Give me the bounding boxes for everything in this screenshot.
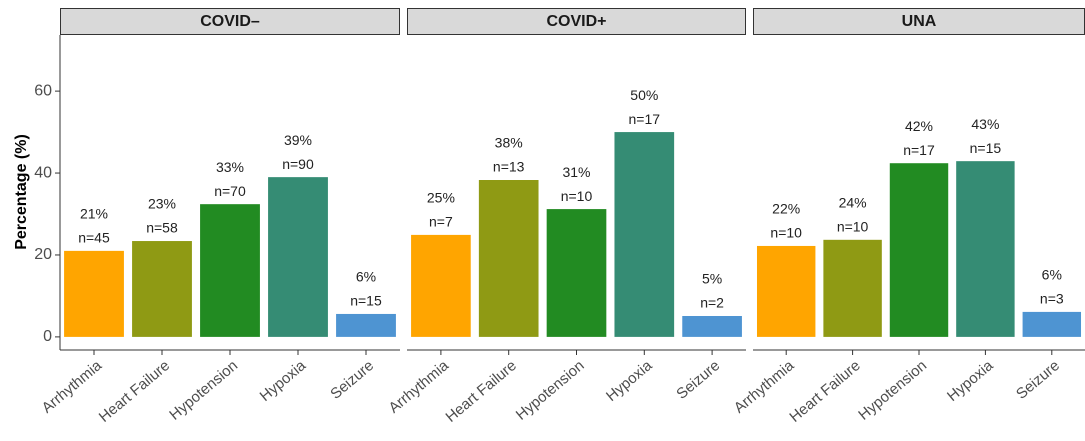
strip (60, 8, 400, 35)
value-label: 21% (80, 206, 108, 222)
bar (614, 132, 675, 337)
bar (1022, 311, 1082, 337)
value-label: 50% (630, 87, 658, 103)
x-tick-label: Hypoxia (944, 357, 997, 405)
bar (411, 234, 471, 337)
x-tick-label: Seizure (673, 357, 723, 403)
x-tick-label: Hypoxia (603, 357, 656, 405)
value-label: 6% (356, 269, 376, 285)
y-axis-label: Percentage (%) (13, 134, 30, 250)
value-label: 38% (495, 135, 523, 151)
value-label: 33% (216, 159, 244, 175)
n-label: n=2 (700, 295, 724, 311)
x-tick-label: Arrhythmia (386, 357, 453, 417)
n-label: n=7 (429, 214, 453, 230)
panel-title: COVID– (200, 13, 260, 30)
x-tick-label: Hypotension (166, 357, 241, 424)
bar (682, 316, 742, 337)
strip (407, 8, 746, 35)
value-label: 22% (772, 201, 800, 217)
n-label: n=3 (1040, 291, 1064, 307)
x-tick-label: Seizure (327, 357, 377, 403)
panel-title: UNA (902, 13, 937, 30)
n-label: n=10 (837, 219, 869, 235)
bar (200, 204, 260, 337)
n-label: n=15 (970, 140, 1002, 156)
bar (756, 245, 816, 337)
value-label: 23% (148, 196, 176, 212)
panel-title: COVID+ (546, 13, 606, 30)
value-label: 42% (905, 118, 933, 134)
value-label: 24% (839, 195, 867, 211)
y-tick-label: 60 (34, 82, 52, 99)
n-label: n=17 (903, 142, 935, 158)
value-label: 25% (427, 190, 455, 206)
value-label: 5% (702, 271, 722, 287)
value-label: 39% (284, 132, 312, 148)
value-label: 6% (1042, 267, 1062, 283)
x-tick-label: Hypotension (513, 357, 588, 424)
x-tick-label: Heart Failure (442, 357, 519, 426)
n-label: n=13 (493, 159, 525, 175)
n-label: n=58 (146, 220, 178, 236)
x-tick-label: Heart Failure (786, 357, 863, 426)
n-label: n=17 (629, 111, 661, 127)
n-label: n=15 (350, 293, 382, 309)
x-tick-label: Arrhythmia (731, 357, 798, 417)
value-label: 43% (971, 116, 999, 132)
bar (546, 209, 607, 337)
bar (336, 313, 396, 337)
n-label: n=10 (561, 188, 593, 204)
bar (132, 241, 192, 337)
bar (268, 177, 328, 337)
bar (478, 180, 539, 337)
bar (889, 163, 949, 337)
bar (64, 250, 124, 337)
n-label: n=10 (770, 225, 802, 241)
bar (956, 161, 1015, 337)
value-label: 31% (562, 164, 590, 180)
n-label: n=70 (214, 183, 246, 199)
x-tick-label: Heart Failure (96, 357, 173, 426)
x-tick-label: Hypotension (855, 357, 930, 424)
y-tick-label: 20 (34, 246, 52, 263)
y-tick-label: 40 (34, 164, 52, 181)
bar (823, 239, 882, 337)
strip (753, 8, 1085, 35)
y-tick-label: 0 (43, 328, 52, 345)
n-label: n=45 (78, 230, 110, 246)
x-tick-label: Seizure (1013, 357, 1063, 403)
n-label: n=90 (282, 156, 314, 172)
x-tick-label: Hypoxia (257, 357, 310, 405)
x-tick-label: Arrhythmia (39, 357, 106, 417)
